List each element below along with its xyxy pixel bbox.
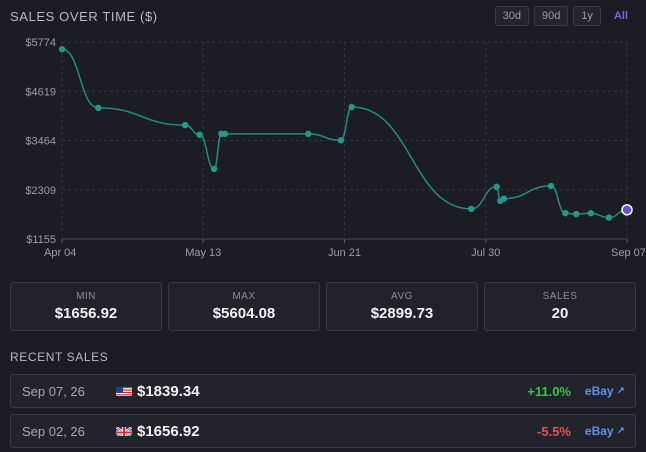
sale-point[interactable] [493,183,500,190]
x-tick-label: Jun 21 [328,247,361,259]
sale-date: Sep 07, 26 [22,384,85,399]
sale-point[interactable] [573,210,580,218]
sale-price: $1656.92 [137,423,200,440]
chart-title: SALES OVER TIME ($) [10,9,158,24]
recent-sales-title: RECENT SALES [10,350,109,364]
sale-point[interactable] [196,131,203,138]
range-all-button[interactable]: All [613,10,628,22]
stat-max-label: MAX [232,291,256,302]
ebay-link[interactable]: eBay ↗ [585,384,625,398]
x-tick-label: May 13 [185,247,221,259]
sale-point[interactable] [95,104,102,112]
y-tick-label: $1155 [26,234,56,246]
x-tick-label: Jul 30 [471,247,500,259]
time-range-selector: 30d 90d 1y All [494,6,636,26]
y-tick-label: $4619 [25,86,56,98]
sale-point[interactable] [210,165,218,173]
sale-point[interactable] [468,205,475,213]
sale-date: Sep 02, 26 [22,424,85,439]
sale-row[interactable]: Sep 02, 26 $1656.92 -5.5% eBay ↗ [10,414,636,448]
stat-avg-label: AVG [391,291,413,302]
sale-point[interactable] [562,209,569,217]
external-link-icon: ↗ [616,425,625,437]
y-tick-label: $5774 [25,37,56,49]
stats-row: MIN $1656.92 MAX $5604.08 AVG $2899.73 S… [10,282,636,331]
stat-min-card: MIN $1656.92 [10,282,162,331]
sale-row[interactable]: Sep 07, 26 $1839.34 +11.0% eBay ↗ [10,374,636,408]
x-tick-label: Apr 04 [44,247,76,259]
stat-avg-card: AVG $2899.73 [326,282,478,331]
latest-sale-point[interactable] [621,204,633,216]
stat-avg-value: $2899.73 [370,305,434,322]
ebay-link-label: eBay [584,384,614,398]
range-30d-button[interactable]: 30d [494,6,529,26]
sale-point[interactable] [605,214,613,221]
stat-sales-value: 20 [551,305,569,322]
range-90d-button[interactable]: 90d [533,6,569,26]
external-link-icon: ↗ [616,385,625,397]
stat-min-label: MIN [76,291,96,302]
sale-change: +11.0% [527,384,571,399]
sale-price: $1839.34 [137,383,200,400]
stat-sales-label: SALES [542,291,578,302]
sale-point[interactable] [221,130,229,138]
recent-sales-list: Sep 07, 26 $1839.34 +11.0% eBay ↗ [10,374,636,452]
stat-min-value: $1656.92 [54,305,118,322]
sale-point[interactable] [305,130,312,138]
chart-header: SALES OVER TIME ($) 30d 90d 1y All [10,6,636,28]
stat-max-card: MAX $5604.08 [168,282,320,331]
stat-max-value: $5604.08 [212,305,276,322]
uk-flag-icon [116,425,132,436]
sale-point[interactable] [547,182,555,190]
ebay-link-label: eBay [584,424,614,438]
x-tick-label: Sep 07 [611,247,646,259]
sale-point[interactable] [337,137,345,144]
stat-sales-card: SALES 20 [484,282,636,331]
sale-point[interactable] [58,46,66,53]
sale-point[interactable] [587,209,594,217]
ebay-link[interactable]: eBay ↗ [585,424,625,438]
range-1y-button[interactable]: 1y [573,6,601,26]
sale-point[interactable] [500,195,508,202]
sale-point[interactable] [181,121,189,129]
sale-change: -5.5% [537,424,571,439]
y-tick-label: $2309 [25,185,56,197]
y-tick-label: $3464 [25,136,56,148]
sale-point[interactable] [348,103,355,111]
us-flag-icon [116,385,132,396]
